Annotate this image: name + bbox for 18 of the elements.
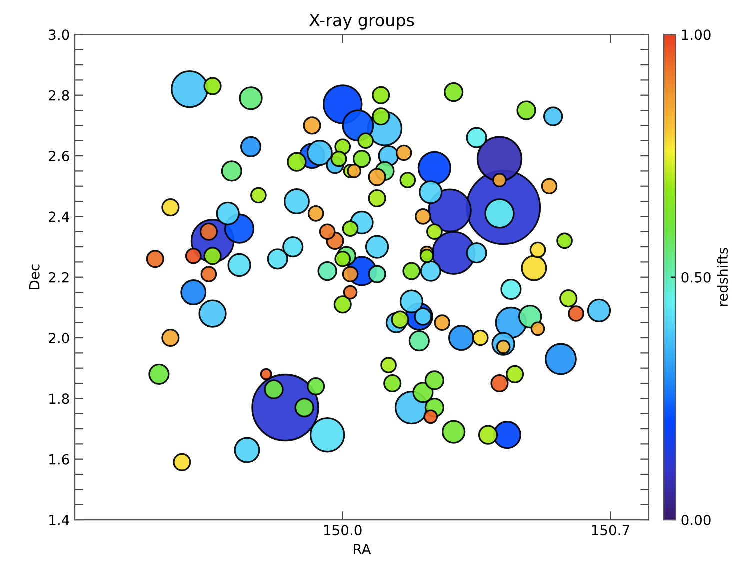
y-tick-label: 2.0 xyxy=(49,332,70,344)
y-tick-label: 2.2 xyxy=(49,272,69,283)
y-axis-title: Dec xyxy=(30,264,40,290)
chart-title: X-ray groups xyxy=(310,14,414,30)
x-axis-title: RA xyxy=(354,544,372,554)
x-tick-label: 150.7 xyxy=(592,525,630,536)
y-tick-label: 2.8 xyxy=(49,90,70,101)
y-tick-label: 2.4 xyxy=(49,212,70,222)
y-tick-label: 2.6 xyxy=(49,151,70,162)
color-bar-label: 1.00 xyxy=(682,30,711,40)
y-tick-label: 1.4 xyxy=(50,515,70,526)
color-bar-label: 0.50 xyxy=(682,272,711,283)
y-tick-label: 1.8 xyxy=(50,394,70,404)
color-bar-title: redshifts xyxy=(717,248,728,306)
color-bar-label: 0.00 xyxy=(682,514,711,526)
y-tick-label: 1.6 xyxy=(50,454,70,465)
y-tick-label: 3.0 xyxy=(49,30,70,40)
x-tick-label: 150.0 xyxy=(324,525,362,536)
